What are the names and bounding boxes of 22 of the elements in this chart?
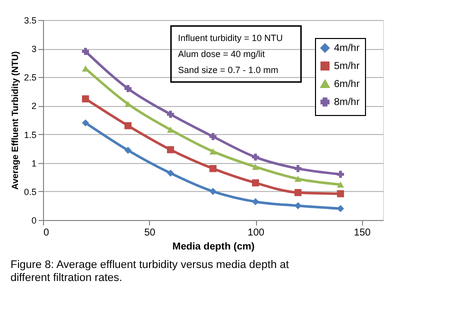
y-tick-label: 3.5 — [24, 16, 36, 26]
caption: Figure 8: Average effluent turbidity versus media depth at different filtration rates. — [10, 259, 289, 284]
y-tick-label: 3 — [31, 44, 36, 54]
y-tick-label: 1 — [31, 158, 36, 168]
annotation: Sand size = 0.7 - 1.0 mm — [178, 65, 278, 75]
x-tick-label: 0 — [44, 228, 50, 238]
y-tick-label: 0.5 — [24, 186, 36, 197]
legend-label: 6m/hr — [334, 79, 360, 90]
legend-label: 5m/hr — [334, 61, 360, 72]
x-tick-label: 150 — [354, 228, 372, 238]
y-tick-label: 1.5 — [24, 130, 36, 140]
annotation: Alum dose = 40 mg/lit — [178, 49, 266, 59]
legend-label: 4m/hr — [334, 43, 360, 54]
x-tick-label: 50 — [144, 228, 156, 238]
legend-label: 8m/hr — [334, 97, 360, 108]
y-tick-label: 2 — [31, 101, 36, 112]
y-axis-title: Average Effluent Turbidity (NTU) — [10, 51, 20, 190]
x-tick-label: 100 — [248, 228, 265, 238]
y-tick-label: 0 — [31, 216, 36, 226]
x-axis-title: Media depth (cm) — [172, 242, 255, 252]
y-tick-label: 2.5 — [24, 72, 36, 83]
annotation: Influent turbidity = 10 NTU — [178, 33, 283, 43]
